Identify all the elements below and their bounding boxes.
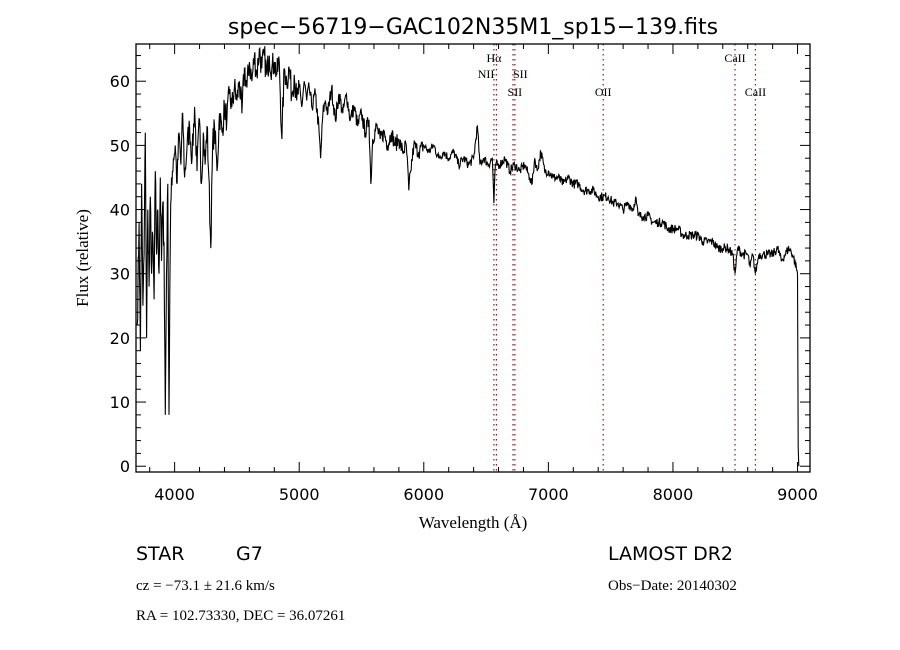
x-tick-label: 5000 [279, 485, 320, 504]
object-class: STAR [136, 543, 184, 565]
chart-title: spec−56719−GAC102N35M1_sp15−139.fits [228, 15, 718, 40]
coordinates-text: RA = 102.73330, DEC = 36.07261 [136, 608, 345, 624]
y-tick-label: 40 [110, 201, 130, 220]
y-tick-label: 30 [110, 265, 130, 284]
x-tick-label: 6000 [403, 485, 444, 504]
x-axis-label: Wavelength (Å) [419, 513, 528, 532]
x-tick-label: 9000 [777, 485, 818, 504]
line-marker-label: CaII [745, 85, 766, 99]
survey-label: LAMOST DR2 [608, 543, 733, 565]
object-subclass: G7 [236, 543, 263, 565]
line-marker-label: NII [478, 67, 495, 81]
y-axis-label: Flux (relative) [73, 209, 92, 307]
line-marker-label: CaII [724, 51, 745, 65]
y-tick-label: 50 [110, 136, 130, 155]
line-marker-label: OII [595, 85, 612, 99]
x-tick-label: 4000 [154, 485, 195, 504]
line-marker-label: SII [513, 67, 528, 81]
line-marker-label: SII [508, 85, 523, 99]
line-marker-label: Hα [486, 51, 502, 65]
y-tick-label: 10 [110, 393, 130, 412]
y-tick-label: 20 [110, 329, 130, 348]
x-tick-label: 7000 [528, 485, 569, 504]
y-tick-label: 0 [120, 457, 130, 476]
y-tick-label: 60 [110, 72, 130, 91]
spectrum-line [136, 46, 800, 467]
x-tick-label: 8000 [653, 485, 694, 504]
redshift-text: cz = −73.1 ± 21.6 km/s [136, 578, 275, 594]
plot-frame [135, 43, 811, 473]
obs-date-text: Obs−Date: 20140302 [608, 578, 737, 594]
